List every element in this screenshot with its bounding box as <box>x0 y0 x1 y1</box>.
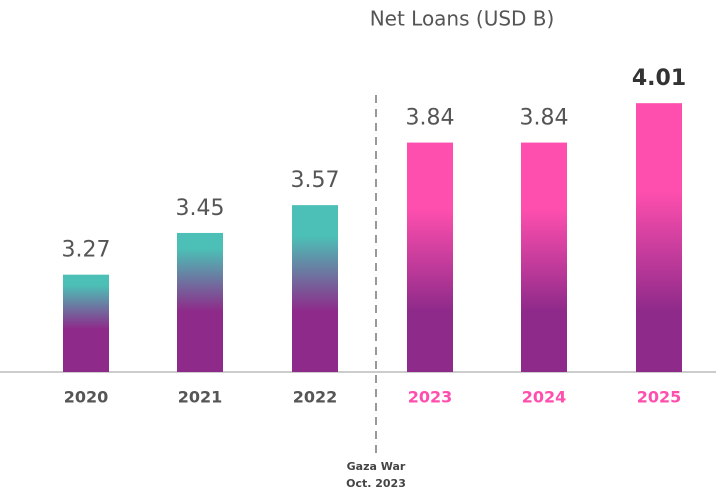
bar <box>177 232 223 372</box>
data-label: 4.01 <box>632 66 686 91</box>
data-label: 3.45 <box>176 196 225 221</box>
data-label: 3.84 <box>406 106 455 131</box>
data-label: 3.84 <box>520 106 569 131</box>
x-tick-label: 2020 <box>64 388 109 407</box>
bar <box>521 142 567 372</box>
x-tick-label: 2023 <box>408 388 453 407</box>
x-tick-label: 2021 <box>178 388 223 407</box>
bar <box>292 205 338 372</box>
x-tick-label: 2022 <box>293 388 338 407</box>
bar <box>63 274 109 372</box>
annotation: Oct. 2023 <box>346 477 406 490</box>
chart-title: Net Loans (USD B) <box>370 7 555 31</box>
annotation: Gaza War <box>347 460 406 473</box>
bar <box>407 142 453 372</box>
x-tick-label: 2025 <box>637 388 682 407</box>
data-label: 3.57 <box>291 168 340 193</box>
bar <box>636 103 682 372</box>
data-label: 3.27 <box>62 238 111 263</box>
x-tick-label: 2024 <box>522 388 567 407</box>
